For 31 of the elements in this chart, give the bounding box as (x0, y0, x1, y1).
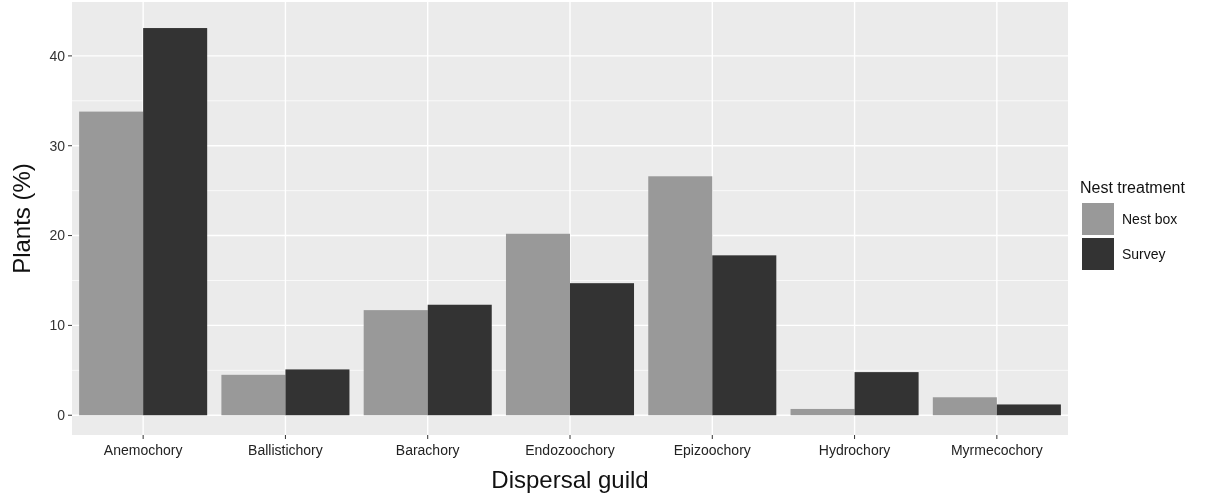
y-tick-label: 40 (49, 47, 66, 64)
bar (996, 404, 1061, 416)
legend-label: Nest box (1122, 210, 1178, 227)
bar (648, 176, 713, 416)
bar (570, 283, 635, 416)
x-tick-label: Barachory (395, 442, 460, 458)
x-tick-label: Myrmecochory (950, 442, 1043, 458)
y-tick-label: 0 (57, 407, 66, 424)
y-tick-label: 30 (49, 137, 66, 154)
bar (363, 310, 428, 416)
x-tick-label: Anemochory (103, 442, 183, 458)
bar (79, 111, 144, 416)
x-axis-title: Dispersal guild (491, 466, 649, 493)
x-tick-label: Epizoochory (673, 442, 751, 458)
bar (712, 255, 777, 416)
bar (427, 304, 492, 416)
y-tick-label: 10 (49, 317, 66, 334)
x-tick-label: Ballistichory (248, 442, 323, 458)
bar (854, 372, 919, 416)
bar (505, 233, 570, 416)
x-tick-label: Hydrochory (818, 442, 891, 458)
y-axis-title: Plants (%) (8, 163, 35, 274)
bar (143, 28, 208, 416)
bar (932, 397, 997, 416)
y-tick-label: 20 (49, 227, 66, 244)
bar (221, 374, 286, 416)
bar (285, 369, 350, 416)
bar (790, 408, 855, 416)
legend-title: Nest treatment (1080, 179, 1186, 196)
legend-label: Survey (1122, 245, 1166, 262)
x-tick-label: Endozoochory (525, 442, 615, 458)
